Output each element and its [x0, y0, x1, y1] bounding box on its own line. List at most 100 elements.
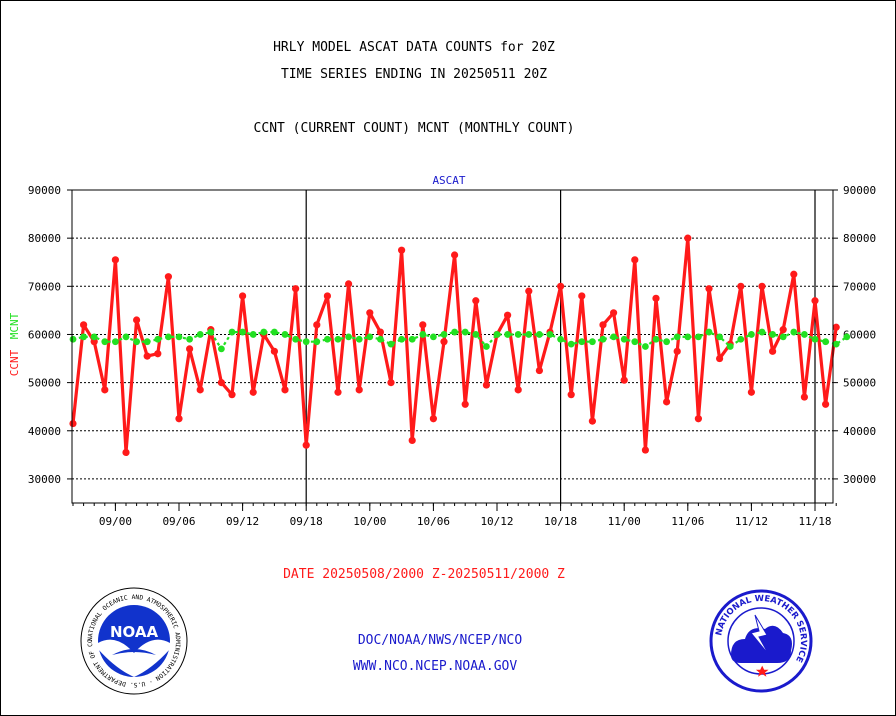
- point-ccnt: [461, 400, 469, 408]
- point-ccnt: [514, 386, 522, 394]
- series-line-ccnt: [71, 236, 838, 454]
- y-tick-label-left: 60000: [28, 328, 61, 341]
- point-mcnt: [430, 333, 437, 341]
- point-ccnt: [567, 391, 575, 399]
- point-mcnt: [165, 333, 172, 341]
- point-mcnt: [260, 328, 268, 336]
- point-mcnt: [748, 331, 755, 338]
- y-tick-label-right: 40000: [843, 425, 876, 438]
- point-ccnt: [292, 285, 300, 293]
- point-mcnt: [302, 338, 310, 346]
- point-mcnt: [228, 328, 236, 336]
- point-ccnt: [599, 321, 607, 329]
- point-mcnt: [292, 335, 299, 343]
- title-line-1: HRLY MODEL ASCAT DATA COUNTS for 20Z: [273, 40, 555, 55]
- point-ccnt: [663, 398, 671, 406]
- point-ccnt: [355, 386, 363, 394]
- point-ccnt: [578, 292, 586, 300]
- point-mcnt: [546, 331, 554, 338]
- y-tick-label-left: 30000: [28, 473, 61, 486]
- nws-logo: NATIONAL WEATHER SERVICE: [709, 589, 813, 693]
- y-tick-label-right: 60000: [843, 328, 876, 341]
- point-mcnt: [271, 328, 278, 336]
- x-tick-label: 11/06: [671, 515, 704, 528]
- point-mcnt: [801, 331, 808, 338]
- point-ccnt: [652, 294, 660, 302]
- point-ccnt: [398, 246, 406, 254]
- x-tick-label: 10/12: [480, 515, 513, 528]
- point-ccnt: [429, 415, 437, 423]
- point-mcnt: [281, 331, 289, 338]
- point-mcnt: [610, 333, 617, 341]
- x-tick-label: 09/00: [99, 515, 132, 528]
- point-mcnt: [196, 331, 204, 338]
- point-mcnt: [493, 331, 501, 338]
- y-tick-label-right: 70000: [843, 280, 876, 293]
- ylabel-ccnt: CCNT: [8, 349, 21, 376]
- point-ccnt: [196, 386, 204, 394]
- point-mcnt: [398, 335, 405, 343]
- point-ccnt: [111, 256, 119, 264]
- x-tick-label: 11/18: [798, 515, 831, 528]
- point-ccnt: [186, 345, 194, 353]
- point-mcnt: [440, 331, 448, 338]
- point-ccnt: [822, 400, 830, 408]
- point-mcnt: [504, 331, 511, 338]
- x-tick-label: 11/00: [608, 515, 641, 528]
- point-mcnt: [461, 328, 469, 336]
- point-mcnt: [324, 335, 331, 343]
- point-ccnt: [694, 415, 703, 423]
- point-ccnt: [90, 338, 98, 346]
- point-ccnt: [302, 441, 310, 449]
- point-ccnt: [769, 347, 777, 355]
- y-tick-label-right: 80000: [843, 232, 876, 245]
- point-mcnt: [642, 343, 649, 350]
- point-mcnt: [154, 335, 162, 343]
- point-mcnt: [483, 343, 490, 350]
- point-ccnt: [175, 415, 183, 423]
- point-ccnt: [800, 393, 809, 401]
- point-ccnt: [249, 388, 257, 396]
- point-ccnt: [451, 251, 459, 259]
- y-tick-label-right: 90000: [843, 184, 876, 197]
- point-ccnt: [535, 366, 544, 375]
- point-mcnt: [758, 328, 766, 336]
- point-mcnt: [652, 335, 660, 343]
- point-mcnt: [334, 335, 342, 343]
- point-ccnt: [101, 386, 109, 394]
- noaa-logo: NATIONAL OCEANIC AND ATMOSPHERIC ADMINIS…: [80, 587, 188, 695]
- point-ccnt: [557, 282, 565, 290]
- point-mcnt: [779, 333, 787, 341]
- point-ccnt: [790, 270, 798, 278]
- point-mcnt: [472, 331, 480, 338]
- y-tick-label-right: 50000: [843, 377, 876, 390]
- point-ccnt: [811, 297, 819, 305]
- point-mcnt: [737, 335, 745, 343]
- point-ccnt: [217, 379, 225, 387]
- point-ccnt: [482, 381, 490, 389]
- point-ccnt: [408, 436, 416, 444]
- point-mcnt: [716, 333, 723, 341]
- point-mcnt: [387, 340, 395, 348]
- x-tick-label: 10/18: [544, 515, 577, 528]
- point-ccnt: [366, 309, 374, 317]
- point-ccnt: [705, 285, 713, 293]
- y-tick-label-left: 50000: [28, 377, 61, 390]
- website-link[interactable]: WWW.NCO.NCEP.NOAA.GOV: [352, 659, 518, 674]
- point-ccnt: [133, 316, 141, 324]
- point-mcnt: [122, 333, 130, 341]
- point-mcnt: [101, 338, 109, 346]
- point-ccnt: [440, 338, 448, 346]
- point-ccnt: [313, 321, 321, 329]
- x-tick-label: 10/00: [353, 515, 386, 528]
- point-ccnt: [472, 297, 480, 305]
- point-ccnt: [323, 292, 331, 300]
- point-ccnt: [504, 311, 512, 319]
- x-tick-label: 09/18: [290, 515, 323, 528]
- point-mcnt: [822, 338, 829, 346]
- y-tick-label-left: 90000: [28, 184, 61, 197]
- point-mcnt: [684, 333, 692, 341]
- title-line-3: CCNT (CURRENT COUNT) MCNT (MONTHLY COUNT…: [254, 121, 575, 136]
- x-tick-label: 09/12: [226, 515, 259, 528]
